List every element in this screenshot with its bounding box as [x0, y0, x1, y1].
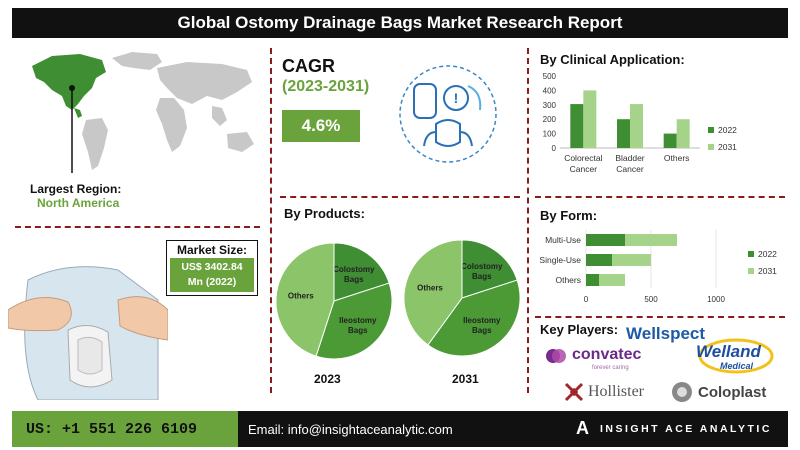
x-category-label: Others [664, 153, 690, 163]
legend-label: 2022 [758, 249, 777, 259]
pie-label: Colostomy [333, 265, 375, 274]
healthcare-icon: ! [399, 65, 497, 163]
x-category-label: Colorectal [564, 153, 602, 163]
y-tick-label: 400 [543, 86, 557, 95]
legend-swatch [708, 144, 714, 150]
market-size-label: Market Size: [176, 243, 248, 257]
brand-name: INSIGHT ACE ANALYTIC [600, 423, 772, 435]
pie-label: Bags [472, 326, 492, 335]
pie-slice [403, 239, 463, 346]
pie-year-2023: 2023 [314, 372, 341, 386]
y-tick-label: 500 [543, 72, 557, 81]
welland-medical-logo: Medical [720, 361, 754, 371]
wellspect-logo: Wellspect [626, 324, 706, 343]
brand-mark-icon: A [576, 418, 589, 438]
bar-2022 [586, 234, 625, 246]
legend-swatch [748, 268, 754, 274]
products-heading: By Products: [284, 206, 365, 221]
x-tick-label: 1000 [707, 295, 725, 304]
footer-phone[interactable]: US: +1 551 226 6109 [12, 411, 238, 447]
pie-slice [333, 242, 390, 302]
y-tick-label: 100 [543, 130, 557, 139]
hollister-mark-icon [564, 382, 584, 402]
y-category-label: Others [555, 275, 581, 285]
hollister-logo: Hollister [588, 383, 644, 400]
pie-slice [275, 242, 335, 357]
bar-2031 [583, 90, 597, 148]
convatec-mark-icon [546, 349, 566, 363]
pie-label: Others [417, 284, 443, 293]
bar-2022 [617, 119, 630, 148]
legend-label: 2022 [718, 125, 737, 135]
y-tick-label: 300 [543, 101, 557, 110]
legend-swatch [748, 251, 754, 257]
products-pie-charts: ColostomyBagsIleostomyBagsOthersColostom… [275, 239, 521, 360]
svg-text:!: ! [454, 90, 459, 106]
x-tick-label: 500 [644, 295, 658, 304]
clinical-heading: By Clinical Application: [540, 52, 685, 67]
divider-mid-h [280, 196, 520, 198]
key-players-heading: Key Players: [540, 322, 619, 337]
x-category-label: Cancer [616, 164, 644, 174]
pie-slice [461, 239, 518, 299]
footer-email[interactable]: Email: info@insightaceanalytic.com [248, 421, 453, 437]
market-size-value: US$ 3402.84 Mn (2022) [170, 258, 254, 292]
bar-2031 [630, 104, 643, 148]
bar-2022 [570, 104, 584, 148]
divider-right [527, 48, 529, 393]
y-tick-label: 0 [552, 144, 557, 153]
bar-2022 [586, 254, 612, 266]
largest-region-label: Largest Region: [30, 182, 122, 196]
footer-bar: Email: info@insightaceanalytic.com [238, 411, 788, 447]
x-category-label: Cancer [570, 164, 598, 174]
pie-label: Ileostomy [339, 316, 377, 325]
divider-left-h [15, 226, 260, 228]
pie-label: Colostomy [461, 262, 503, 271]
legend-label: 2031 [758, 266, 777, 276]
pie-label: Bags [348, 326, 368, 335]
pie-slice [315, 282, 393, 360]
bar-2022 [586, 274, 599, 286]
bar-2031 [676, 119, 690, 148]
pie-year-2031: 2031 [452, 372, 479, 386]
form-heading: By Form: [540, 208, 598, 223]
north-america-highlight [32, 54, 106, 118]
pie-label: Ileostomy [463, 316, 501, 325]
bar-2022 [663, 133, 677, 148]
market-size-value-line2: Mn (2022) [187, 276, 237, 288]
legend-swatch [708, 127, 714, 133]
report-title: Global Ostomy Drainage Bags Market Resea… [12, 8, 788, 38]
form-bar-chart: 0 500 1000 Multi-Use Single-Use Others 2022 203… [539, 230, 777, 304]
coloplast-logo: Coloplast [698, 384, 767, 401]
clinical-bar-chart: 0100200300400500ColorectalCancerBladderC… [543, 72, 738, 174]
cagr-label: CAGR [282, 56, 335, 76]
legend-label: 2031 [718, 142, 737, 152]
divider-left [270, 48, 272, 393]
world-map [32, 52, 254, 173]
pie-label: Bags [472, 272, 492, 281]
convatec-logo: convatec [572, 346, 642, 363]
y-category-label: Single-Use [539, 255, 581, 265]
convatec-tagline: forever caring [592, 365, 629, 371]
largest-region-value: North America [37, 196, 120, 210]
pie-slice [427, 279, 521, 357]
market-size-value-line1: US$ 3402.84 [181, 261, 243, 273]
coloplast-mark-icon [672, 382, 692, 402]
patient-illustration [8, 266, 168, 400]
y-category-label: Multi-Use [545, 235, 581, 245]
welland-logo: Welland [696, 342, 761, 361]
divider-right-h [535, 196, 785, 198]
x-category-label: Bladder [615, 153, 644, 163]
welland-swoosh-icon [698, 338, 774, 374]
pie-label: Bags [344, 275, 364, 284]
cagr-value: 4.6% [282, 110, 360, 142]
pie-label: Others [288, 292, 314, 301]
y-tick-label: 200 [543, 115, 557, 124]
cagr-period: (2023-2031) [282, 78, 370, 95]
x-tick-label: 0 [584, 295, 589, 304]
divider-right-h2 [535, 316, 785, 318]
